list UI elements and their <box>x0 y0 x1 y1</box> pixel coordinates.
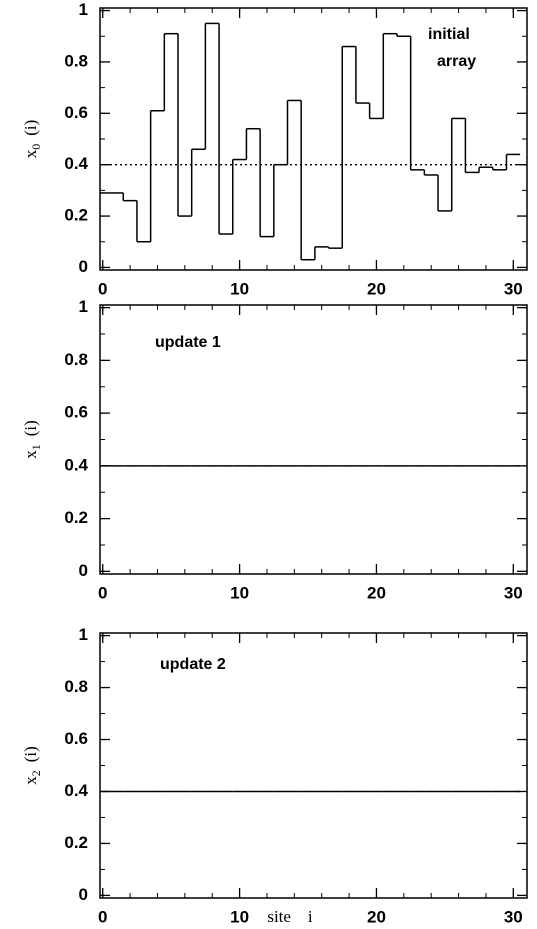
y-tick-label: 1 <box>79 625 88 644</box>
x-tick-label: 0 <box>98 907 107 926</box>
x-tick-label: 20 <box>367 907 386 926</box>
x-tick-label: 10 <box>230 279 249 298</box>
y-tick-label: 0.2 <box>64 833 88 852</box>
y-label-symbol: x <box>21 776 40 785</box>
y-tick-label: 0.6 <box>64 103 88 122</box>
x-tick-label: 10 <box>230 583 249 602</box>
y-label-symbol: x <box>21 450 40 459</box>
y-axis-label: x2 (i) <box>21 746 43 785</box>
x-tick-label: 0 <box>98 583 107 602</box>
y-label-argument: (i) <box>21 420 40 436</box>
y-tick-label: 0.2 <box>64 206 88 225</box>
y-tick-label: 0.8 <box>64 677 88 696</box>
y-tick-label: 0 <box>79 561 88 580</box>
x-tick-label: 30 <box>504 907 523 926</box>
y-axis-label: x0 (i) <box>21 120 43 159</box>
annotation: array <box>437 53 476 70</box>
y-tick-label: 0.4 <box>64 154 88 173</box>
annotation: update 2 <box>160 656 226 673</box>
y-tick-label: 0 <box>79 885 88 904</box>
y-tick-label: 1 <box>79 0 88 19</box>
y-label-argument: (i) <box>21 120 40 136</box>
y-tick-label: 0.4 <box>64 781 88 800</box>
x-tick-label: 0 <box>98 279 107 298</box>
y-axis-label: x1 (i) <box>21 420 43 459</box>
y-label-subscript: 0 <box>29 144 43 150</box>
x-axis-label: site i <box>267 907 313 926</box>
y-tick-label: 0.6 <box>64 729 88 748</box>
x-tick-label: 30 <box>504 583 523 602</box>
y-tick-label: 0.6 <box>64 403 88 422</box>
y-label-symbol: x <box>21 149 40 158</box>
y-tick-label: 0.8 <box>64 350 88 369</box>
x-tick-label: 10 <box>230 907 249 926</box>
y-tick-label: 0.4 <box>64 455 88 474</box>
annotation: update 1 <box>155 334 221 351</box>
y-label-subscript: 2 <box>29 770 43 776</box>
y-label-subscript: 1 <box>29 444 43 450</box>
y-tick-label: 0 <box>79 257 88 276</box>
y-tick-label: 0.8 <box>64 51 88 70</box>
y-tick-label: 0.2 <box>64 508 88 527</box>
annotation: initial <box>428 26 470 43</box>
x-tick-label: 30 <box>504 279 523 298</box>
y-label-argument: (i) <box>21 746 40 762</box>
x-tick-label: 20 <box>367 279 386 298</box>
y-tick-label: 1 <box>79 297 88 316</box>
x-tick-label: 20 <box>367 583 386 602</box>
step-line <box>100 22 521 261</box>
